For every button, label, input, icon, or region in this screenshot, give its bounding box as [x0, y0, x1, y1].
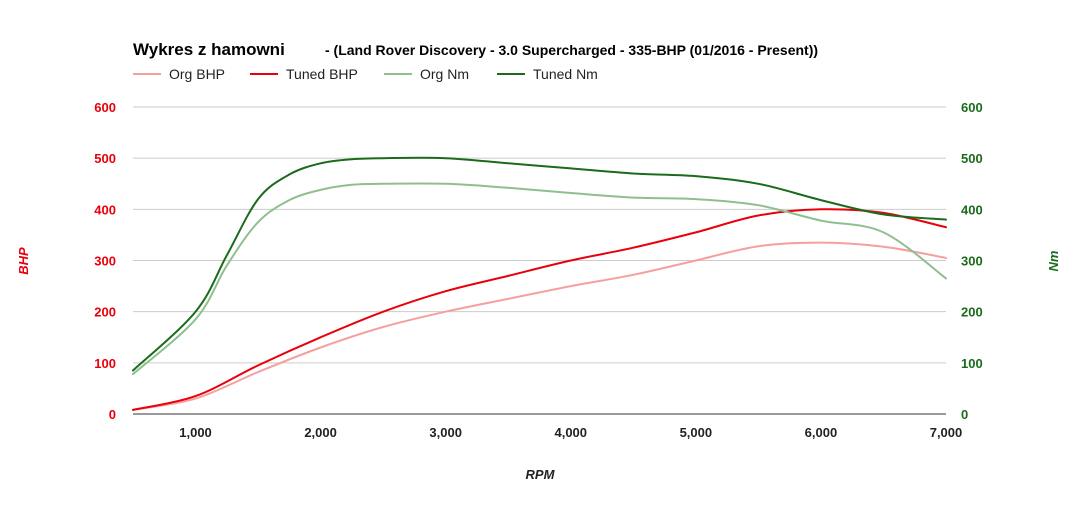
y-tick-left: 600 [94, 100, 116, 115]
y-tick-right: 500 [961, 151, 983, 166]
y-tick-left: 0 [109, 407, 116, 422]
x-axis-ticks: 1,000 2,000 3,000 4,000 5,000 6,000 7,000 [179, 425, 962, 440]
y-tick-right: 200 [961, 305, 983, 320]
legend-label: Org Nm [420, 66, 469, 82]
x-tick: 2,000 [304, 425, 337, 440]
legend-label: Tuned Nm [533, 66, 598, 82]
series-line-tuned-nm [132, 156, 947, 372]
y-tick-right: 600 [961, 100, 983, 115]
y-tick-left: 100 [94, 356, 116, 371]
y-axis-title-right: Nm [1046, 250, 1061, 271]
legend-item-tuned-nm[interactable]: Tuned Nm [497, 66, 598, 82]
series-line-tuned-bhp [132, 208, 947, 411]
legend: Org BHP Tuned BHP Org Nm Tuned Nm [133, 66, 598, 82]
y-axis-title-left: BHP [16, 247, 31, 275]
y-tick-left: 300 [94, 254, 116, 269]
y-tick-right: 300 [961, 254, 983, 269]
left-axis-ticks: 0 100 200 300 400 500 600 [94, 100, 116, 422]
x-tick: 7,000 [930, 425, 963, 440]
y-tick-left: 500 [94, 151, 116, 166]
series-line-org-bhp [132, 241, 947, 411]
x-tick: 3,000 [429, 425, 462, 440]
chart-title: Wykres z hamowni [133, 40, 285, 59]
y-tick-right: 400 [961, 202, 983, 217]
x-tick: 6,000 [805, 425, 838, 440]
chart-subtitle: - (Land Rover Discovery - 3.0 Supercharg… [325, 42, 818, 58]
series-lines [132, 156, 947, 411]
x-axis-title: RPM [526, 467, 556, 482]
y-tick-left: 200 [94, 305, 116, 320]
x-tick: 1,000 [179, 425, 212, 440]
legend-item-org-nm[interactable]: Org Nm [384, 66, 469, 82]
y-tick-left: 400 [94, 202, 116, 217]
x-tick: 4,000 [554, 425, 587, 440]
legend-label: Tuned BHP [286, 66, 358, 82]
y-tick-right: 0 [961, 407, 968, 422]
x-tick: 5,000 [680, 425, 713, 440]
right-axis-ticks: 0 100 200 300 400 500 600 [961, 100, 983, 422]
y-tick-right: 100 [961, 356, 983, 371]
legend-item-org-bhp[interactable]: Org BHP [133, 66, 225, 82]
series-line-org-nm [132, 182, 947, 376]
legend-item-tuned-bhp[interactable]: Tuned BHP [250, 66, 358, 82]
legend-label: Org BHP [169, 66, 225, 82]
